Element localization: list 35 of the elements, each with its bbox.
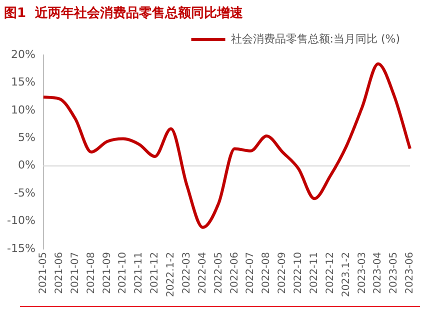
legend-label: 社会消费品零售总额:当月同比 (%)	[230, 32, 400, 46]
x-tick-label: 2022.1-2	[166, 252, 177, 298]
x-tick-label: 2021-12	[150, 252, 161, 294]
x-tick-label: 2022-08	[261, 252, 272, 294]
x-tick-label: 2021-09	[102, 252, 113, 294]
x-tick-label: 2022-03	[181, 252, 192, 294]
chart-title: 图1 近两年社会消费品零售总额同比增速	[4, 4, 244, 22]
x-tick-label: 2023.1-2	[340, 252, 352, 298]
x-tick-label: 2023-04	[372, 252, 384, 294]
x-tick-label: 2021-05	[38, 252, 50, 294]
x-tick-label: 2021-08	[86, 252, 97, 294]
x-tick-label: 2022-09	[277, 252, 288, 294]
y-tick-label: 10%	[10, 103, 36, 116]
x-tick-label: 2023-05	[388, 252, 400, 294]
y-tick-label: -15%	[6, 242, 36, 255]
y-tick-label: 15%	[10, 76, 36, 89]
y-tick-label: 20%	[10, 48, 36, 61]
x-tick-label: 2022-11	[308, 252, 320, 294]
y-tick-label: -10%	[6, 214, 36, 228]
x-tick-label: 2021-07	[70, 252, 81, 294]
x-tick-label: 2021-10	[118, 252, 129, 294]
y-tick-label: 5%	[18, 131, 36, 144]
x-tick-label: 2022-12	[324, 252, 336, 294]
x-tick-label: 2023-03	[356, 252, 368, 294]
x-tick-label: 2022-07	[245, 252, 256, 294]
x-tick-label: 2021-06	[54, 252, 65, 294]
line-series	[42, 62, 412, 229]
x-tick-label: 2022-05	[213, 252, 224, 294]
x-tick-label: 2023-06	[404, 252, 416, 294]
x-tick-label: 2021-11	[134, 252, 145, 294]
x-tick-label: 2022-10	[293, 252, 304, 294]
x-tick-label: 2022-06	[229, 252, 240, 294]
y-tick-label: -5%	[14, 186, 36, 200]
y-tick-label: 0%	[18, 158, 36, 172]
x-tick-label: 2022-04	[197, 252, 208, 294]
